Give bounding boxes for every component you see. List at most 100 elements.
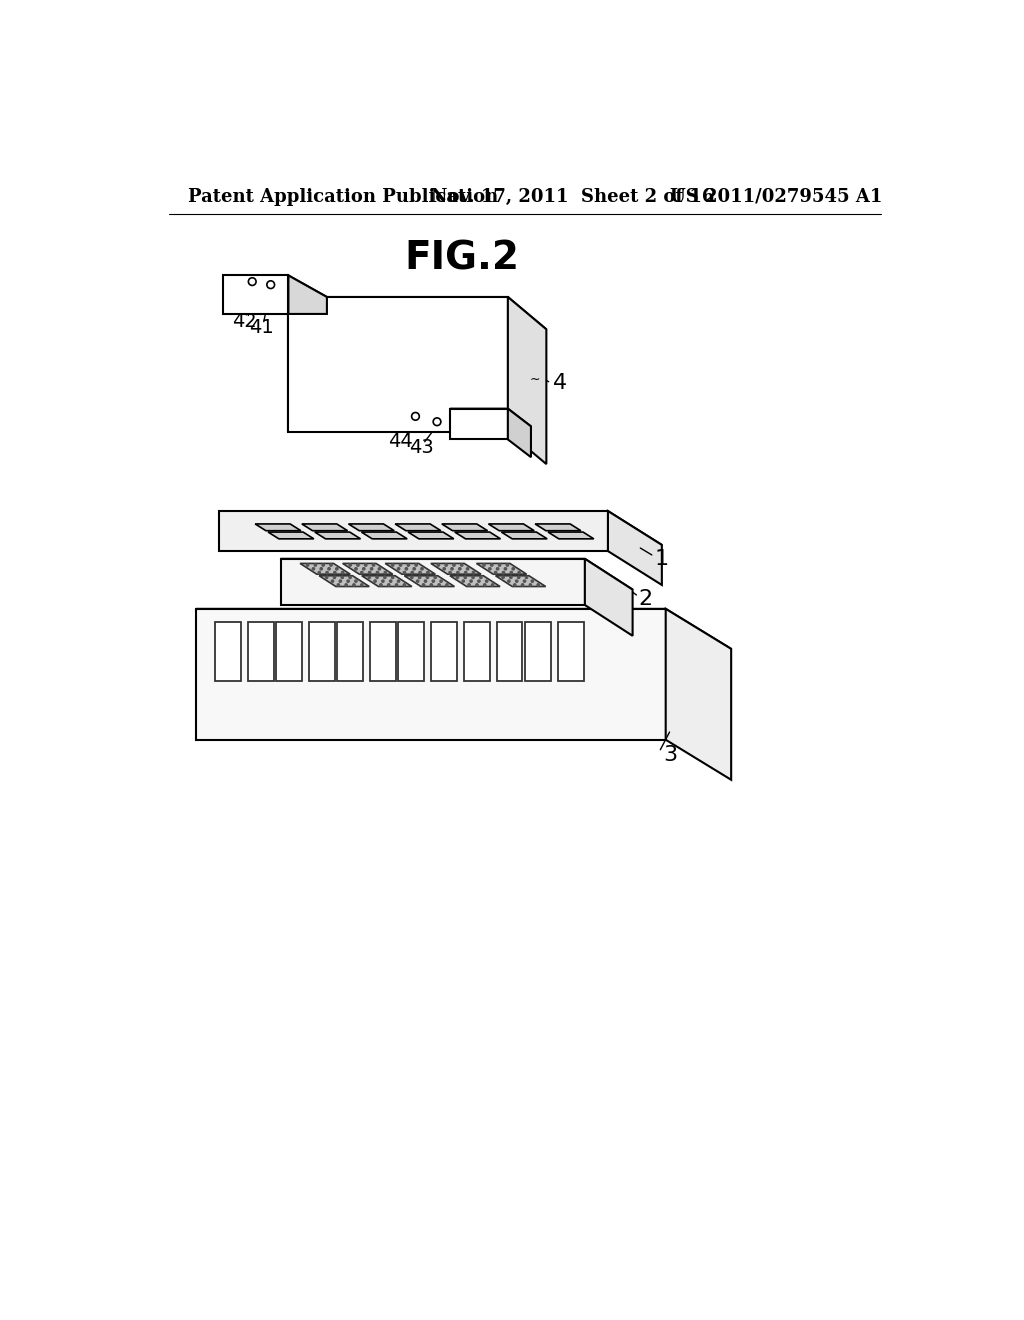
Circle shape bbox=[449, 572, 452, 574]
Circle shape bbox=[322, 564, 325, 566]
Circle shape bbox=[485, 579, 487, 582]
Circle shape bbox=[345, 583, 347, 586]
Circle shape bbox=[470, 579, 472, 582]
Circle shape bbox=[391, 577, 394, 578]
Polygon shape bbox=[536, 524, 581, 531]
Circle shape bbox=[306, 564, 308, 566]
Circle shape bbox=[411, 577, 413, 578]
Circle shape bbox=[397, 579, 399, 582]
Circle shape bbox=[430, 583, 432, 586]
Text: 1: 1 bbox=[654, 549, 669, 569]
Circle shape bbox=[365, 564, 367, 566]
Circle shape bbox=[467, 568, 469, 570]
Polygon shape bbox=[361, 576, 412, 586]
Circle shape bbox=[514, 583, 516, 586]
Text: 42: 42 bbox=[232, 312, 257, 331]
Circle shape bbox=[497, 568, 499, 570]
Circle shape bbox=[518, 572, 520, 574]
Circle shape bbox=[490, 564, 493, 566]
Circle shape bbox=[389, 579, 392, 582]
Circle shape bbox=[499, 564, 501, 566]
Circle shape bbox=[403, 583, 406, 586]
Polygon shape bbox=[196, 609, 666, 739]
Circle shape bbox=[438, 583, 440, 586]
Circle shape bbox=[525, 577, 527, 578]
Circle shape bbox=[249, 277, 256, 285]
Circle shape bbox=[504, 568, 507, 570]
Polygon shape bbox=[275, 622, 302, 681]
Circle shape bbox=[508, 579, 510, 582]
Circle shape bbox=[419, 577, 421, 578]
Circle shape bbox=[356, 564, 359, 566]
Polygon shape bbox=[497, 622, 522, 681]
Polygon shape bbox=[398, 622, 424, 681]
Circle shape bbox=[330, 564, 332, 566]
Circle shape bbox=[521, 583, 523, 586]
Circle shape bbox=[411, 572, 414, 574]
Polygon shape bbox=[464, 622, 489, 681]
Circle shape bbox=[515, 579, 518, 582]
Circle shape bbox=[360, 583, 362, 586]
Circle shape bbox=[453, 564, 455, 566]
Polygon shape bbox=[223, 276, 289, 314]
Polygon shape bbox=[319, 576, 370, 586]
Polygon shape bbox=[496, 576, 546, 586]
Circle shape bbox=[326, 577, 328, 578]
Polygon shape bbox=[451, 409, 508, 440]
Circle shape bbox=[373, 564, 375, 566]
Circle shape bbox=[472, 572, 474, 574]
Polygon shape bbox=[666, 609, 731, 780]
Circle shape bbox=[465, 572, 467, 574]
Circle shape bbox=[380, 583, 382, 586]
Circle shape bbox=[376, 572, 379, 574]
Text: Nov. 17, 2011  Sheet 2 of 16: Nov. 17, 2011 Sheet 2 of 16 bbox=[431, 187, 714, 206]
Circle shape bbox=[318, 572, 321, 574]
Circle shape bbox=[523, 579, 525, 582]
Circle shape bbox=[419, 572, 421, 574]
Circle shape bbox=[376, 577, 378, 578]
Polygon shape bbox=[289, 276, 327, 314]
Circle shape bbox=[440, 579, 442, 582]
Circle shape bbox=[434, 577, 436, 578]
Circle shape bbox=[451, 568, 454, 570]
Polygon shape bbox=[450, 576, 500, 586]
Circle shape bbox=[332, 579, 334, 582]
Polygon shape bbox=[289, 297, 547, 330]
Polygon shape bbox=[248, 622, 273, 681]
Circle shape bbox=[267, 281, 274, 289]
Circle shape bbox=[312, 568, 314, 570]
Polygon shape bbox=[451, 409, 531, 426]
Polygon shape bbox=[385, 564, 435, 574]
Circle shape bbox=[333, 577, 336, 578]
Polygon shape bbox=[524, 622, 551, 681]
Polygon shape bbox=[370, 622, 395, 681]
Circle shape bbox=[339, 579, 341, 582]
Circle shape bbox=[342, 572, 344, 574]
Circle shape bbox=[388, 583, 390, 586]
Text: 43: 43 bbox=[410, 438, 434, 458]
Text: FIG.2: FIG.2 bbox=[404, 239, 519, 277]
Circle shape bbox=[421, 568, 423, 570]
Circle shape bbox=[353, 583, 355, 586]
Polygon shape bbox=[255, 524, 301, 531]
Polygon shape bbox=[314, 532, 360, 539]
Polygon shape bbox=[431, 564, 481, 574]
Circle shape bbox=[517, 577, 520, 578]
Polygon shape bbox=[343, 564, 393, 574]
Circle shape bbox=[510, 572, 512, 574]
Polygon shape bbox=[219, 511, 608, 552]
Circle shape bbox=[384, 577, 386, 578]
Polygon shape bbox=[502, 532, 547, 539]
Circle shape bbox=[337, 583, 340, 586]
Circle shape bbox=[531, 579, 534, 582]
Circle shape bbox=[488, 568, 490, 570]
Circle shape bbox=[408, 564, 410, 566]
Circle shape bbox=[369, 572, 371, 574]
Circle shape bbox=[406, 568, 408, 570]
Circle shape bbox=[347, 579, 349, 582]
Circle shape bbox=[427, 572, 429, 574]
Circle shape bbox=[391, 564, 394, 566]
Polygon shape bbox=[281, 558, 633, 590]
Circle shape bbox=[415, 564, 418, 566]
Circle shape bbox=[336, 568, 338, 570]
